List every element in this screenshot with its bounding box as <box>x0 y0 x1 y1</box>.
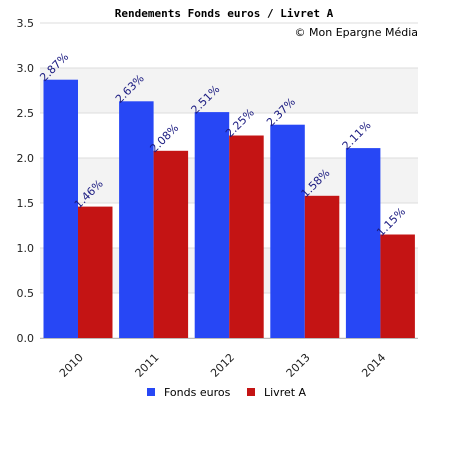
bar <box>119 101 154 338</box>
x-tick-label: 2014 <box>359 351 388 380</box>
y-tick-label: 2.5 <box>17 107 35 120</box>
grid-band <box>40 68 418 113</box>
legend-label: Fonds euros <box>164 386 231 399</box>
bar <box>345 148 381 338</box>
bar <box>78 206 113 338</box>
bar <box>43 79 78 338</box>
x-tick-label: 2011 <box>133 351 162 380</box>
chart-credit: © Mon Epargne Média <box>295 26 418 39</box>
legend-swatch <box>147 388 155 396</box>
chart-title: Rendements Fonds euros / Livret A <box>115 7 334 20</box>
legend: Fonds euros Livret A <box>147 386 307 399</box>
x-tick-label: 2012 <box>208 351 237 380</box>
grid-band <box>40 23 418 68</box>
legend-label: Livret A <box>264 386 307 399</box>
bar <box>153 150 189 338</box>
y-tick-label: 3.0 <box>17 62 35 75</box>
bar <box>229 135 264 338</box>
legend-swatch <box>247 388 255 396</box>
y-tick-label: 1.5 <box>17 197 35 210</box>
y-tick-label: 2.0 <box>17 152 35 165</box>
x-tick-label: 2010 <box>57 351 86 380</box>
bar <box>270 124 305 338</box>
y-axis-ticks: 0.0 0.5 1.0 1.5 2.0 2.5 3.0 3.5 <box>17 17 35 345</box>
bar <box>304 195 340 338</box>
y-tick-label: 0.0 <box>17 332 35 345</box>
y-tick-label: 0.5 <box>17 287 35 300</box>
bar <box>380 234 415 338</box>
x-axis-ticks: 2010 2011 2012 2013 2014 <box>57 351 388 380</box>
bars <box>43 79 415 338</box>
y-tick-label: 1.0 <box>17 242 35 255</box>
x-tick-label: 2013 <box>284 351 313 380</box>
bar <box>194 112 230 338</box>
y-tick-label: 3.5 <box>17 17 35 30</box>
